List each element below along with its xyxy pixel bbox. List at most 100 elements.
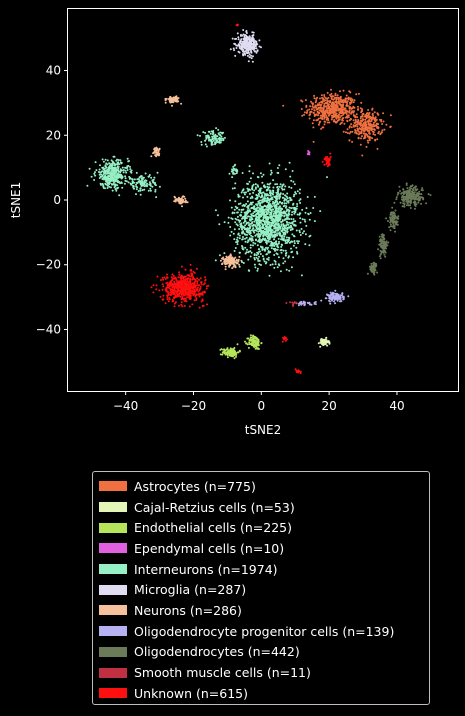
scatter-point	[284, 239, 287, 242]
scatter-point	[328, 299, 331, 302]
scatter-point	[277, 190, 279, 193]
scatter-point	[291, 228, 294, 231]
scatter-point	[326, 162, 329, 165]
scatter-point	[376, 147, 379, 150]
scatter-point	[235, 37, 238, 40]
scatter-point	[276, 185, 279, 188]
scatter-point	[254, 45, 257, 48]
scatter-point	[106, 184, 109, 187]
scatter-point	[231, 257, 234, 260]
legend-item: Interneurons (n=1974)	[99, 559, 429, 580]
scatter-point	[361, 118, 364, 121]
scatter-point	[246, 248, 248, 251]
scatter-point	[326, 107, 329, 110]
scatter-point	[276, 266, 279, 269]
scatter-point	[279, 205, 281, 208]
scatter-point	[197, 290, 200, 293]
scatter-point	[236, 241, 239, 243]
scatter-point	[156, 275, 159, 278]
scatter-point	[338, 97, 341, 100]
scatter-point	[306, 196, 309, 198]
scatter-point	[99, 182, 102, 185]
scatter-point	[244, 41, 247, 44]
legend-swatch	[99, 522, 127, 533]
scatter-point	[256, 244, 259, 247]
scatter-point	[366, 129, 369, 132]
scatter-point	[380, 118, 383, 121]
scatter-point	[372, 117, 375, 120]
scatter-point	[301, 218, 304, 221]
scatter-point	[221, 257, 223, 260]
scatter-point	[230, 353, 233, 355]
scatter-point	[135, 183, 137, 186]
scatter-point	[333, 120, 336, 123]
scatter-point	[391, 225, 394, 228]
scatter-point	[254, 224, 257, 227]
legend-swatch	[99, 481, 127, 492]
scatter-point	[293, 301, 296, 304]
scatter-point	[247, 51, 250, 54]
scatter-point	[258, 195, 261, 198]
scatter-point	[344, 110, 347, 113]
scatter-point	[120, 177, 123, 180]
scatter-point	[364, 114, 367, 117]
scatter-point	[270, 244, 272, 247]
scatter-point	[291, 170, 294, 172]
scatter-point	[361, 113, 364, 116]
scatter-point	[252, 183, 255, 186]
scatter-point	[275, 191, 278, 194]
scatter-point	[235, 44, 238, 47]
scatter-point	[267, 250, 270, 252]
scatter-point	[234, 163, 237, 166]
scatter-point	[114, 183, 117, 186]
scatter-point	[331, 104, 334, 106]
scatter-point	[268, 213, 271, 216]
scatter-point	[313, 94, 316, 97]
scatter-point	[234, 247, 237, 249]
scatter-point	[227, 259, 229, 262]
scatter-point	[171, 298, 174, 301]
scatter-point	[274, 241, 277, 243]
scatter-point	[406, 195, 409, 198]
scatter-point	[279, 183, 282, 186]
scatter-point	[401, 196, 403, 199]
scatter-point	[331, 95, 334, 98]
scatter-point	[264, 197, 267, 200]
scatter-point	[293, 183, 296, 186]
scatter-point	[323, 115, 326, 118]
scatter-point	[116, 168, 119, 171]
scatter-point	[317, 342, 320, 345]
legend-swatch	[99, 564, 127, 575]
scatter-point	[285, 210, 288, 213]
scatter-point	[142, 176, 145, 179]
scatter-point	[276, 234, 279, 237]
scatter-point	[309, 212, 312, 214]
scatter-point	[296, 240, 299, 243]
scatter-point	[344, 98, 347, 101]
scatter-point	[326, 91, 329, 94]
scatter-point	[379, 240, 382, 243]
scatter-point	[362, 137, 365, 140]
scatter-point	[269, 251, 272, 253]
scatter-point	[156, 153, 159, 156]
scatter-point	[259, 188, 261, 191]
scatter-point	[318, 109, 321, 112]
scatter-point	[251, 36, 254, 39]
scatter-point	[126, 165, 129, 168]
scatter-point	[283, 214, 286, 217]
scatter-point	[290, 186, 293, 189]
scatter-point	[380, 131, 383, 134]
scatter-point	[178, 200, 181, 203]
scatter-point	[111, 162, 114, 165]
scatter-point	[98, 177, 101, 179]
scatter-point	[328, 121, 331, 124]
scatter-point	[267, 222, 270, 225]
scatter-point	[292, 206, 295, 209]
scatter-point	[255, 219, 258, 222]
scatter-point	[276, 201, 279, 203]
scatter-point	[188, 305, 191, 308]
scatter-point	[198, 293, 201, 296]
scatter-point	[274, 222, 277, 225]
scatter-point	[329, 94, 331, 96]
scatter-point	[278, 185, 281, 188]
